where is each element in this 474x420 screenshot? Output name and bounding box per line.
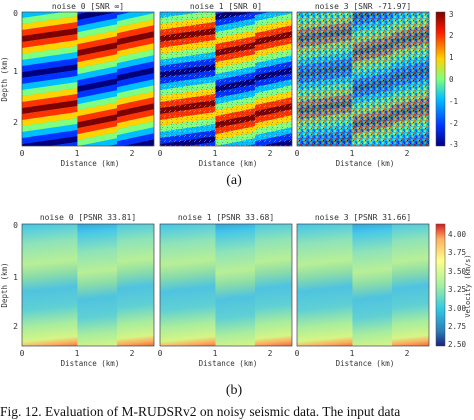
panel-b3-title: noise 3 [PSNR 31.66]	[315, 213, 411, 222]
cbar-b-tick-350: 3.50	[448, 267, 467, 276]
ytick-a-1: 1	[13, 67, 18, 76]
cbar-b-tick-300: 3.00	[448, 304, 467, 313]
cbar-b-tick-400: 4.00	[448, 230, 467, 239]
figure-b: noise 0 [PSNR 33.81] noise 1 [PSNR 33.68…	[0, 213, 472, 368]
panel-b2-title: noise 1 [PSNR 33.68]	[178, 213, 274, 222]
ytick-b-0: 0	[13, 221, 18, 230]
cbar-b-tick-325: 3.25	[448, 285, 466, 294]
figure-caption: Fig. 12. Evaluation of M-RUDSRv2 on nois…	[0, 404, 401, 419]
cbar-a-tick-m1: -1	[449, 97, 458, 106]
xlabel-a1: Distance (km)	[61, 159, 120, 168]
ytick-a-0: 0	[13, 9, 18, 18]
ytick-b-1: 1	[13, 273, 18, 282]
panel-a2-seismic	[160, 12, 292, 146]
xtick-b1-2: 2	[130, 349, 135, 358]
xtick-a2-2: 2	[268, 149, 273, 158]
xtick-a1-1: 1	[75, 149, 80, 158]
xtick-a3-1: 1	[350, 149, 355, 158]
panel-b3-velocity	[297, 224, 429, 346]
panel-a2-title: noise 1 [SNR 0]	[190, 2, 262, 11]
colorbar-a	[435, 11, 446, 147]
xtick-a1-0: 0	[20, 149, 25, 158]
cbar-a-tick-3: 3	[449, 10, 454, 19]
ytick-b-2: 2	[13, 322, 18, 331]
cbar-a-tick-0: 0	[449, 75, 454, 84]
xtick-b2-1: 1	[213, 349, 218, 358]
xtick-b2-2: 2	[268, 349, 273, 358]
ytick-a-2: 2	[13, 118, 18, 127]
xtick-b3-1: 1	[350, 349, 355, 358]
xtick-b2-0: 0	[158, 349, 163, 358]
xtick-b3-0: 0	[295, 349, 300, 358]
cbar-b-tick-250: 2.50	[448, 340, 467, 349]
panel-a3-seismic	[297, 12, 429, 146]
cbar-b-label: Velocity (km/s)	[464, 254, 472, 317]
xtick-b1-1: 1	[75, 349, 80, 358]
xtick-a2-0: 0	[158, 149, 163, 158]
xlabel-a3: Distance (km)	[336, 159, 395, 168]
panel-a3-title: noise 3 [SNR -71.97]	[315, 2, 411, 11]
ylabel-a: Depth (km)	[0, 56, 9, 101]
panel-b1-title: noise 0 [PSNR 33.81]	[40, 213, 136, 222]
panel-a1-title: noise 0 [SNR ∞]	[52, 2, 124, 11]
panel-a1-seismic	[22, 12, 154, 146]
figure-a: noise 0 [SNR ∞] noise 1 [SNR 0] noise 3 …	[0, 2, 458, 168]
cbar-b-tick-275: 2.75	[448, 322, 466, 331]
xtick-b1-0: 0	[20, 349, 25, 358]
ylabel-b: Depth (km)	[0, 262, 9, 307]
xtick-a3-0: 0	[295, 149, 300, 158]
xtick-a1-2: 2	[130, 149, 135, 158]
cbar-a-tick-1: 1	[449, 53, 454, 62]
cbar-a-tick-m3: -3	[449, 140, 458, 149]
xtick-a2-1: 1	[213, 149, 218, 158]
xtick-a3-2: 2	[405, 149, 410, 158]
cbar-a-tick-2: 2	[449, 31, 454, 40]
cbar-a-tick-m2: -2	[449, 119, 458, 128]
figure-a-label: (a)	[226, 173, 242, 188]
xlabel-a2: Distance (km)	[199, 159, 258, 168]
cbar-b-tick-375: 3.75	[448, 248, 466, 257]
xtick-b3-2: 2	[405, 349, 410, 358]
panel-b2-velocity	[160, 224, 292, 346]
xlabel-b2: Distance (km)	[199, 359, 258, 368]
panel-b1-velocity	[22, 224, 154, 346]
xlabel-b1: Distance (km)	[61, 359, 120, 368]
xlabel-b3: Distance (km)	[336, 359, 395, 368]
figure-b-label: (b)	[225, 383, 243, 398]
colorbar-b	[435, 223, 446, 347]
